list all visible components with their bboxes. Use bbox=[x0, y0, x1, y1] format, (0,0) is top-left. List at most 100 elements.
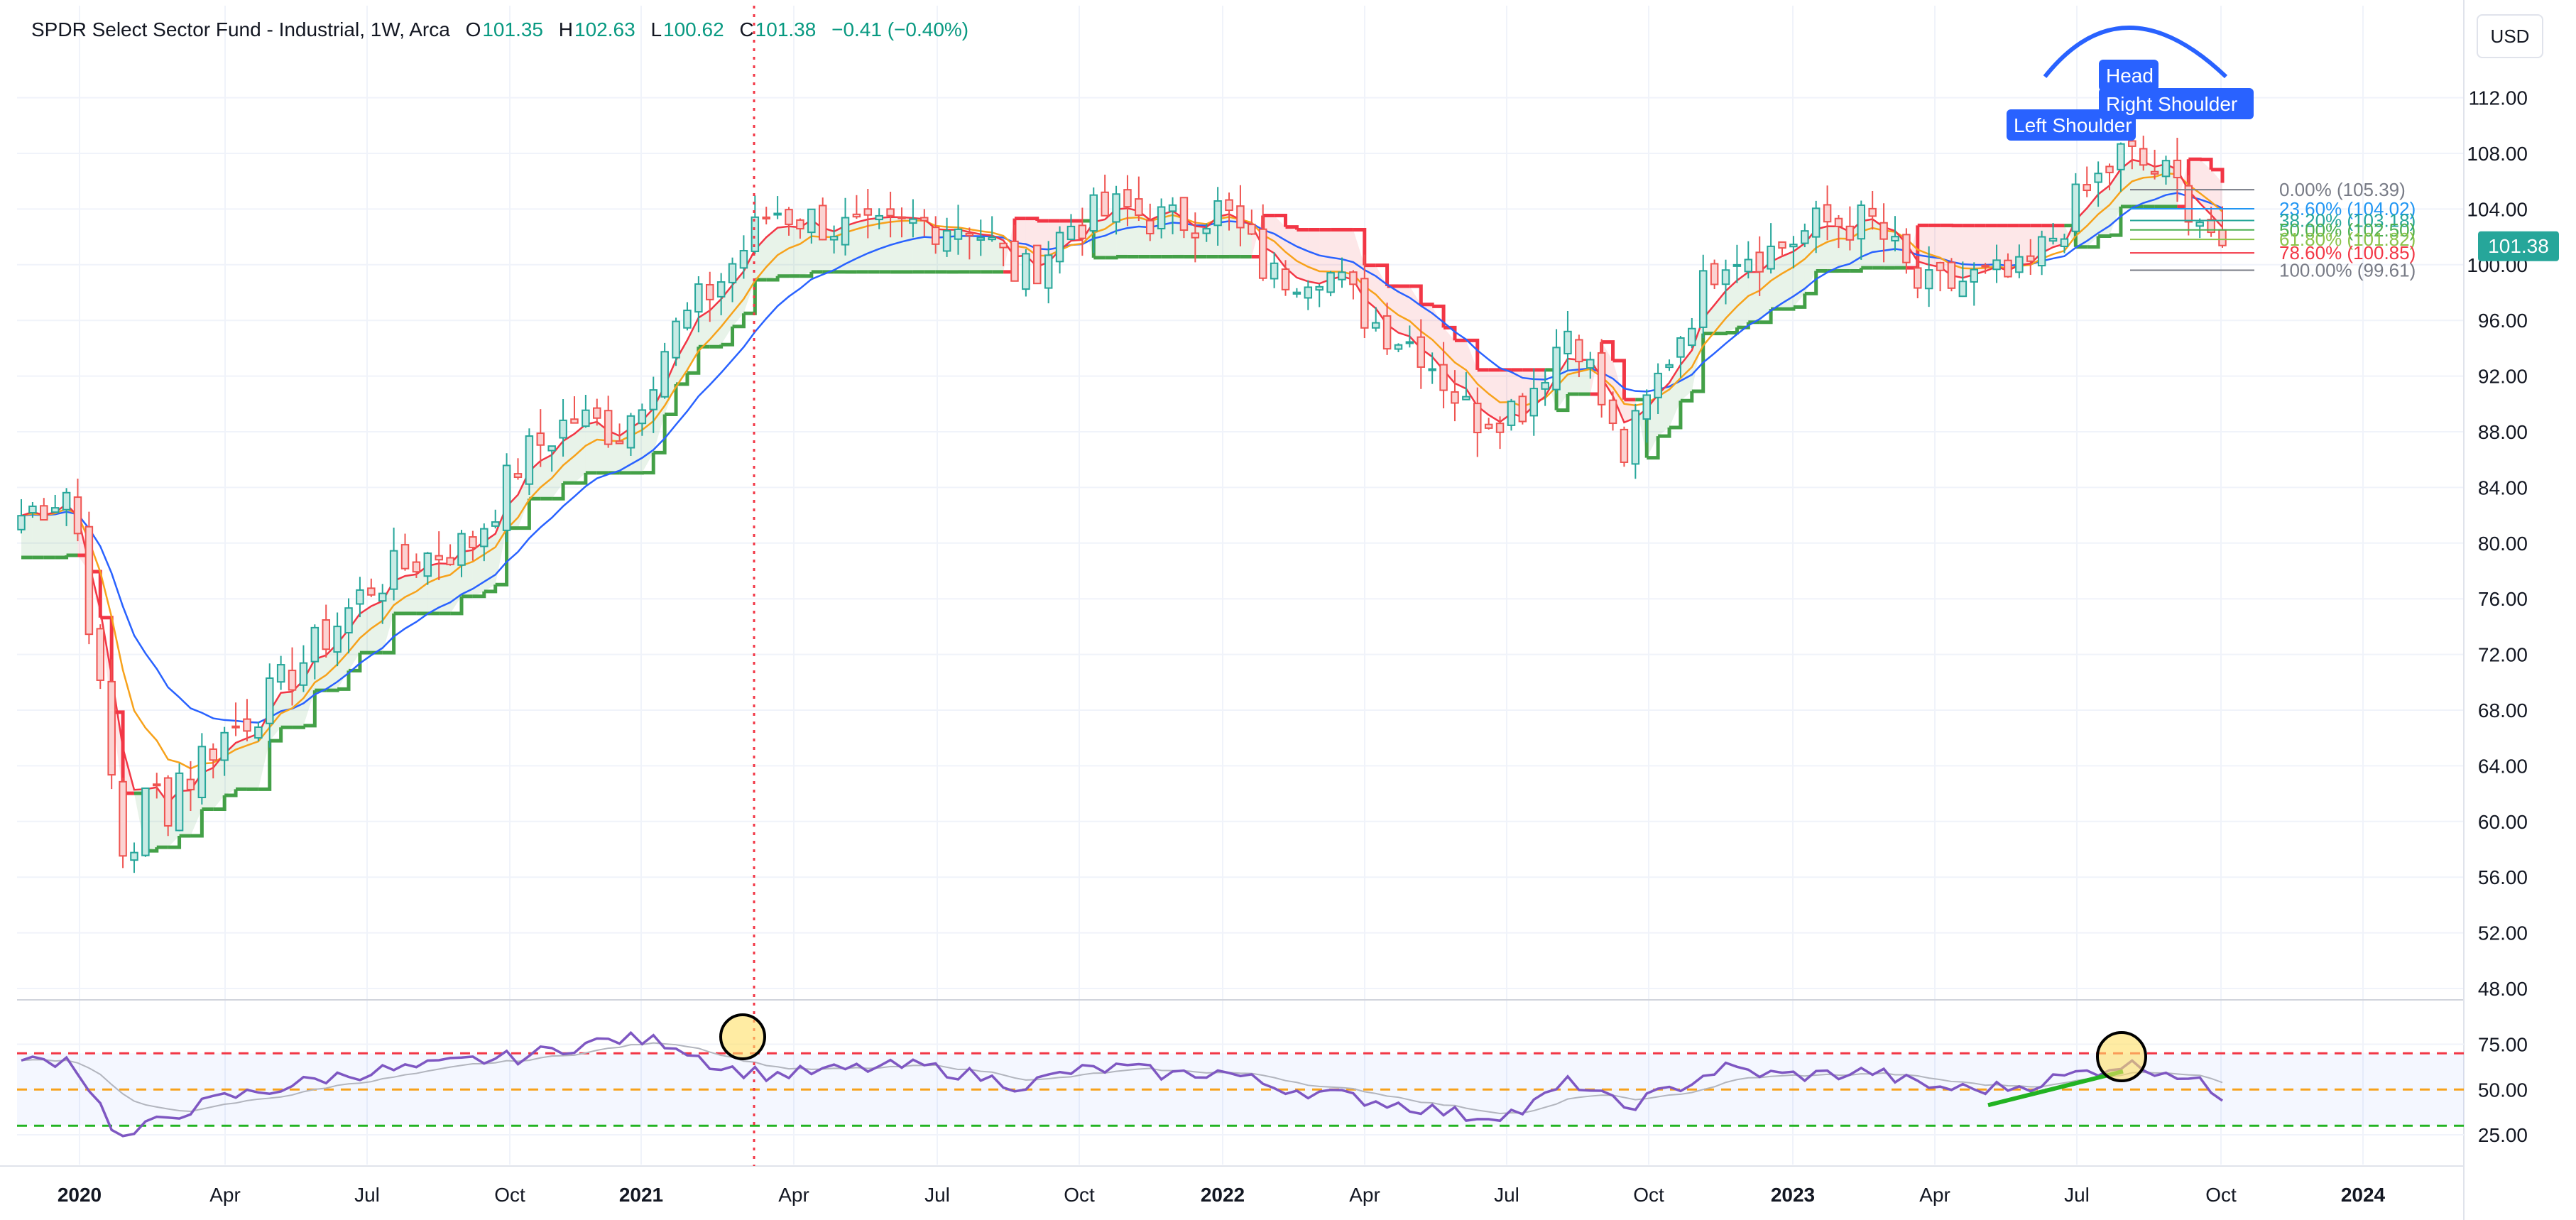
trailing-stop-line bbox=[224, 789, 238, 797]
candle-body bbox=[435, 555, 443, 561]
stop-band bbox=[732, 271, 744, 327]
trailing-stop-line bbox=[1782, 307, 1796, 311]
candle-body bbox=[502, 464, 511, 531]
candle-body bbox=[1326, 272, 1335, 293]
stop-band bbox=[969, 232, 981, 272]
candle-body bbox=[1428, 368, 1436, 371]
candle-body bbox=[1473, 403, 1482, 434]
stop-band bbox=[879, 217, 891, 272]
candle-body bbox=[73, 496, 82, 535]
candle-body bbox=[1033, 244, 1042, 285]
candle-body bbox=[1902, 234, 1911, 263]
trailing-stop-line bbox=[642, 452, 655, 475]
candle-body bbox=[999, 242, 1008, 249]
stop-band bbox=[2211, 169, 2222, 227]
candle-body bbox=[1801, 230, 1809, 244]
stop-band bbox=[585, 422, 597, 473]
candle-body bbox=[1981, 264, 1990, 268]
candle-body bbox=[107, 680, 116, 776]
candle-body bbox=[254, 726, 263, 739]
candle-body bbox=[649, 389, 658, 410]
candle-body bbox=[265, 677, 274, 724]
candle-body bbox=[2161, 160, 2171, 178]
stop-band bbox=[2098, 185, 2110, 236]
trailing-stop-line bbox=[1759, 309, 1773, 325]
fib-level-label: 100.00% (99.61) bbox=[2279, 259, 2416, 281]
candle-body bbox=[2218, 229, 2227, 246]
stop-band bbox=[1342, 229, 1353, 280]
candle-body bbox=[1417, 336, 1426, 368]
candle-body bbox=[288, 670, 297, 691]
candle-body bbox=[525, 435, 534, 485]
candle-body bbox=[400, 544, 410, 570]
stop-band bbox=[1454, 340, 1466, 389]
close-value: 101.38 bbox=[755, 18, 817, 40]
trailing-stop-line bbox=[1353, 227, 1367, 266]
candle-body bbox=[130, 851, 138, 861]
stop-band bbox=[1206, 217, 1218, 257]
time-tick-label: 2023 bbox=[1771, 1184, 1815, 1206]
trailing-stop-line bbox=[1647, 436, 1660, 460]
candle-body bbox=[863, 208, 873, 216]
stop-band bbox=[1782, 251, 1794, 310]
stop-band bbox=[326, 643, 338, 691]
stop-band bbox=[799, 219, 812, 276]
candle-body bbox=[276, 664, 285, 683]
price-tick-label: 88.00 bbox=[2478, 421, 2528, 443]
candle-body bbox=[1710, 263, 1719, 285]
stop-band bbox=[236, 738, 247, 790]
candle-body bbox=[615, 440, 624, 445]
candle-body bbox=[469, 536, 477, 549]
candle-body bbox=[84, 525, 94, 636]
candle-body bbox=[1044, 254, 1053, 289]
stop-band bbox=[552, 441, 564, 499]
stop-band bbox=[992, 235, 1004, 272]
trailing-stop-line bbox=[2087, 236, 2100, 249]
candle-body bbox=[2117, 143, 2125, 170]
candle-body bbox=[536, 432, 545, 446]
candle-body bbox=[220, 731, 229, 761]
candle-body bbox=[1168, 204, 1177, 212]
stop-band bbox=[1274, 215, 1286, 268]
candle-body bbox=[1451, 391, 1459, 404]
candle-body bbox=[1145, 219, 1155, 234]
time-tick-label: Oct bbox=[1633, 1184, 1664, 1206]
stop-band bbox=[574, 424, 586, 484]
candle-body bbox=[1349, 271, 1358, 285]
stop-band bbox=[1974, 225, 1986, 275]
candle-body bbox=[841, 217, 850, 246]
stop-band bbox=[890, 217, 902, 272]
stop-band bbox=[55, 504, 67, 558]
candle-body bbox=[559, 419, 567, 439]
candle-body bbox=[1135, 198, 1143, 216]
candle-body bbox=[1811, 207, 1821, 238]
trailing-stop-line bbox=[732, 313, 746, 329]
candle-body bbox=[1213, 200, 1222, 227]
candle-body bbox=[751, 216, 760, 252]
candle-body bbox=[1360, 278, 1369, 329]
candle-body bbox=[40, 505, 48, 521]
stop-band bbox=[902, 217, 913, 272]
last-price-label: 101.38 bbox=[2488, 235, 2549, 257]
currency-button[interactable]: USD bbox=[2477, 14, 2543, 58]
candle-body bbox=[1914, 267, 1922, 289]
stop-band bbox=[2132, 160, 2144, 207]
price-tick-label: 76.00 bbox=[2478, 588, 2528, 610]
stop-band bbox=[698, 310, 710, 347]
stop-band bbox=[1432, 306, 1444, 371]
candle-body bbox=[333, 626, 342, 653]
candle-body bbox=[1936, 261, 1945, 271]
candle-body bbox=[2071, 183, 2080, 232]
candle-body bbox=[931, 227, 940, 245]
candle-body bbox=[773, 212, 782, 216]
candle-body bbox=[1518, 396, 1527, 423]
candle-body bbox=[829, 236, 839, 241]
annotation-box bbox=[2099, 60, 2159, 91]
stop-band bbox=[1003, 218, 1015, 272]
ema-slow-line bbox=[21, 192, 2223, 724]
rsi-ma-line bbox=[21, 1042, 2223, 1114]
open-value: 101.35 bbox=[482, 18, 543, 40]
candle-body bbox=[1495, 423, 1505, 433]
candle-body bbox=[1248, 224, 1256, 235]
